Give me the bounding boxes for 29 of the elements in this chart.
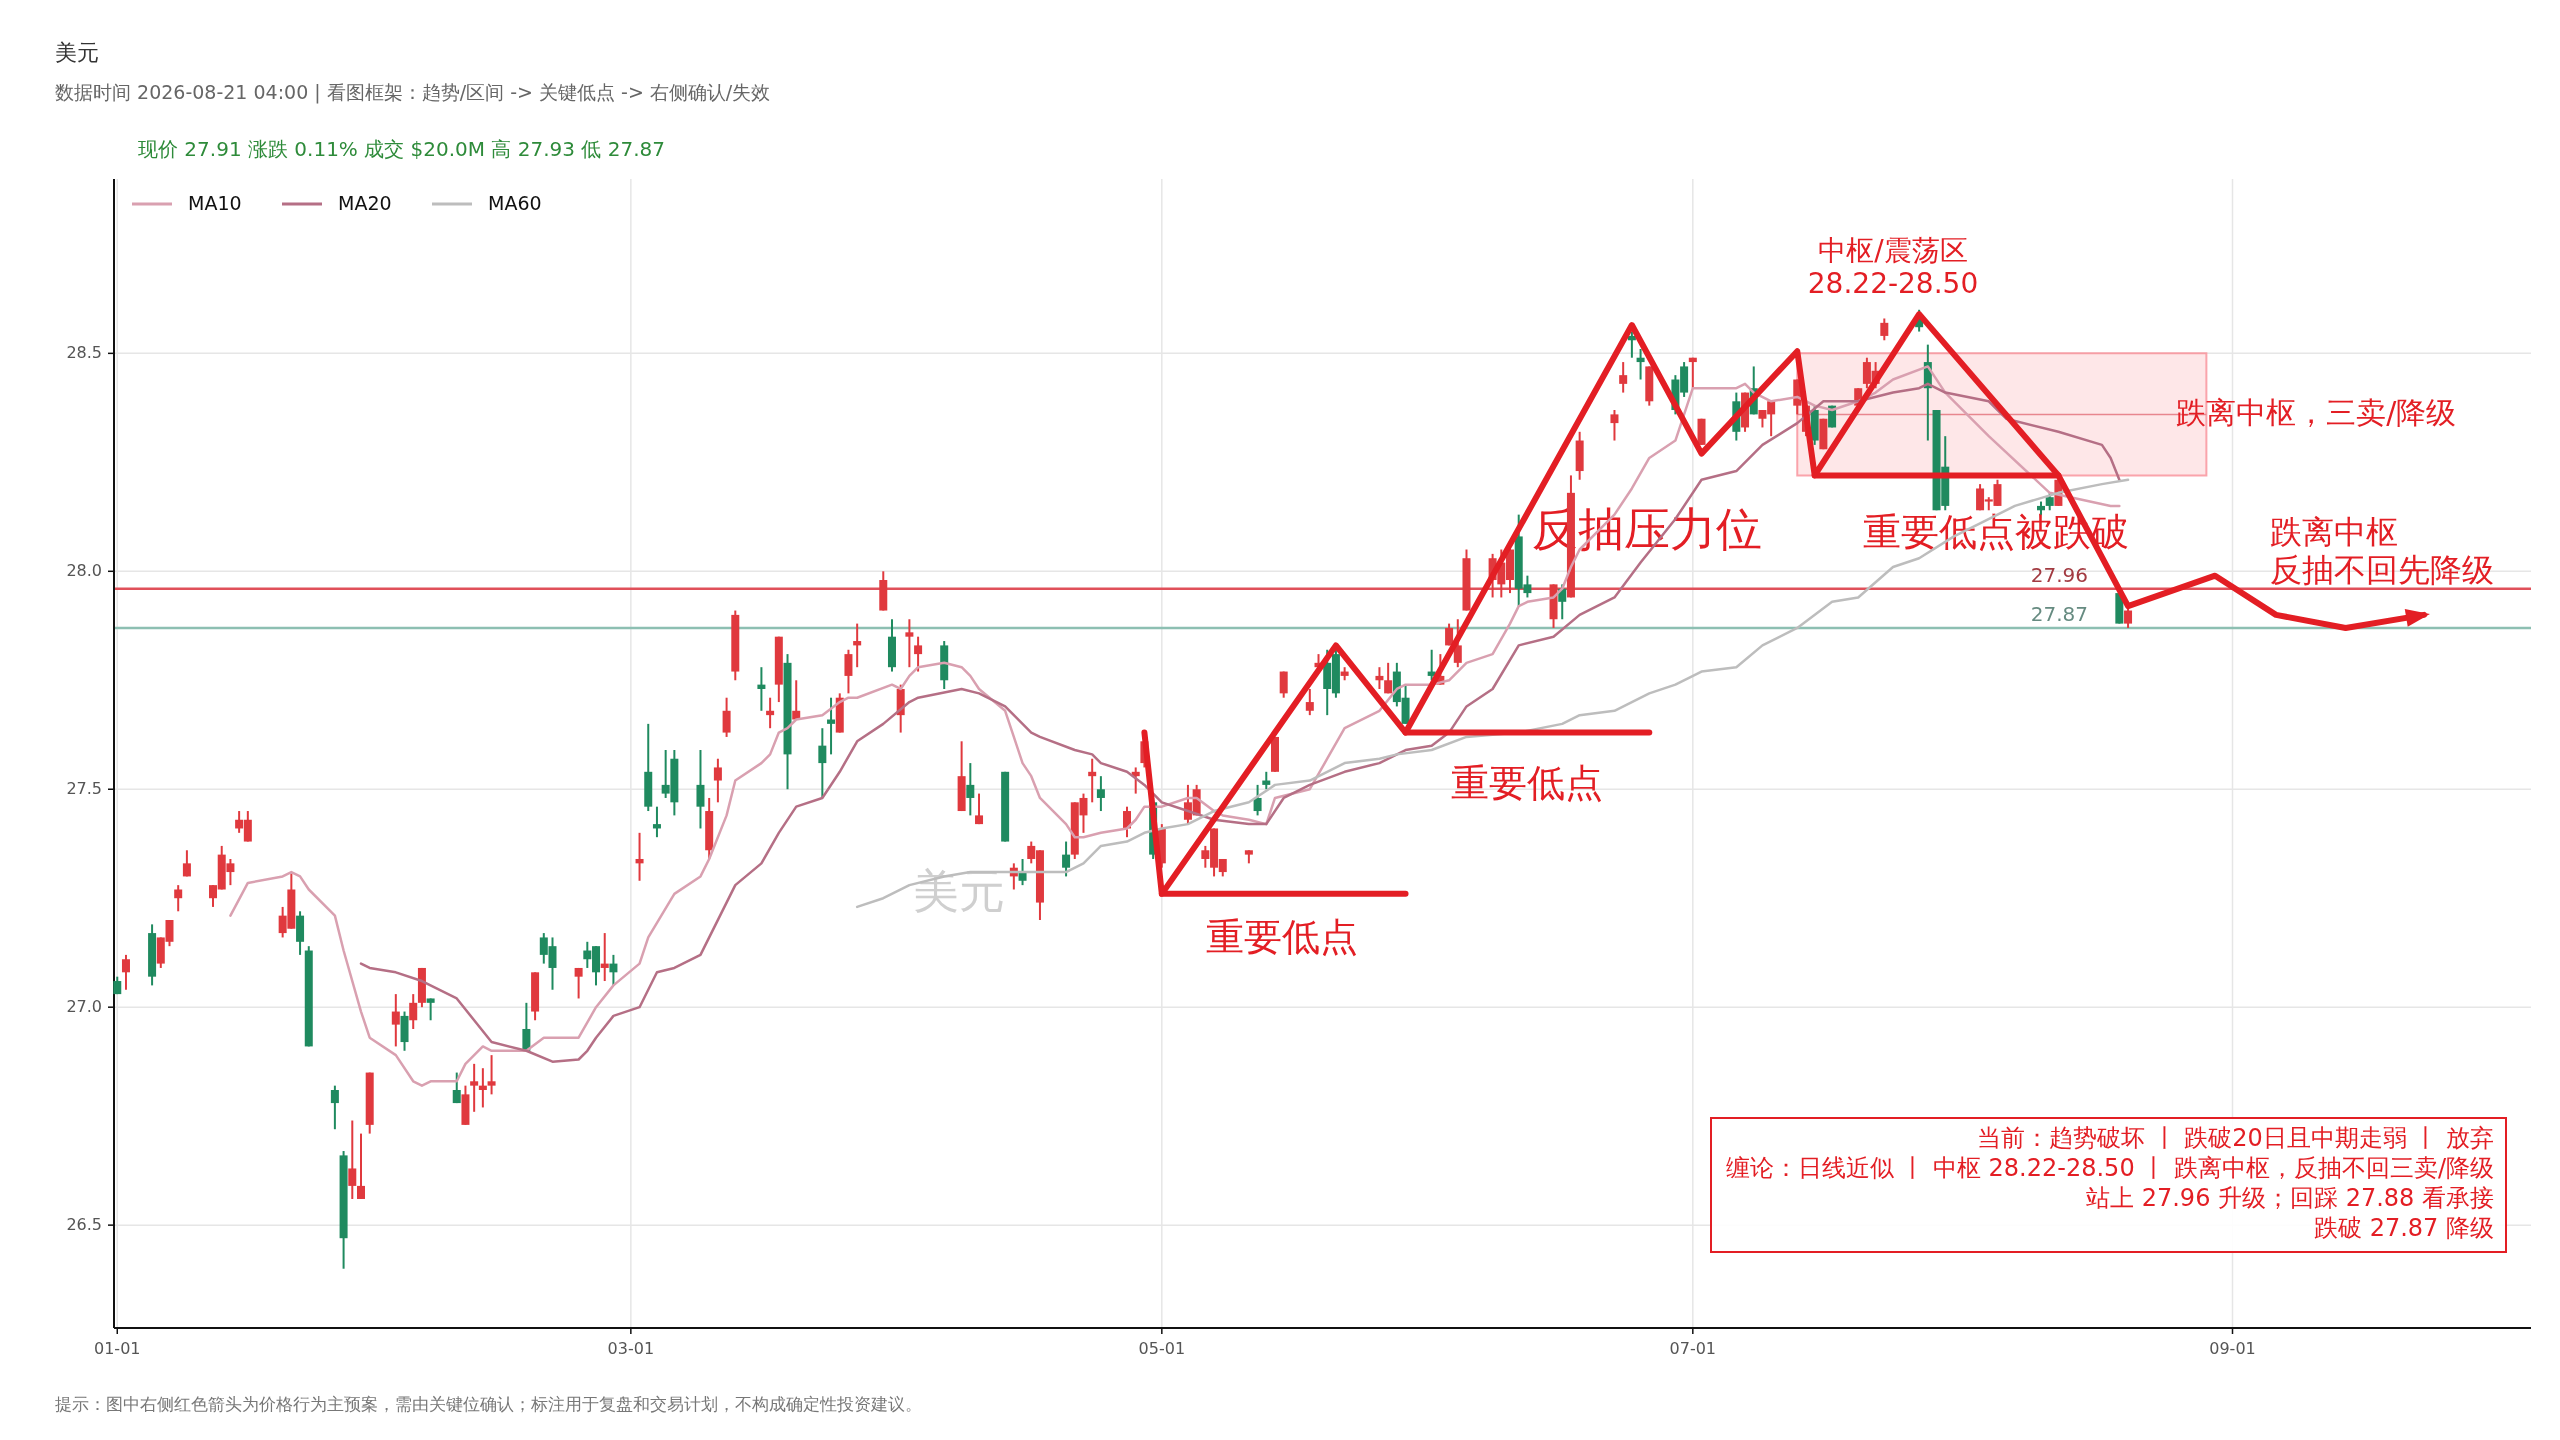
legend-label: MA10 [188,191,242,214]
y-tick-label: 27.5 [66,778,102,798]
legend-label: MA60 [488,191,542,214]
annotation: 中枢/震荡区 28.22-28.50 [1807,234,1979,300]
y-tick-label: 26.5 [66,1214,102,1234]
ref-line-label: 27.87 [2030,602,2089,627]
x-tick-label: 07-01 [1669,1339,1717,1358]
chart-subtitle: 数据时间 2026-08-21 04:00 | 看图框架：趋势/区间 -> 关键低点 -> 右侧确认/失效 [55,81,771,104]
text: 现价 27.91 涨跌 0.11% 成交 $20.0M 高 27.93 低 27.87 [138,137,666,161]
annotation: 重要低点 [1206,914,1358,959]
annotation: 重要低点 [1451,760,1603,805]
chart-title: 美元 [55,40,99,65]
x-tick-label: 09-01 [2209,1339,2256,1358]
x-tick-label: 01-01 [94,1339,141,1358]
annotation: 跌离中枢 [2270,513,2398,551]
x-tick-label: 05-01 [1138,1339,1186,1358]
annotation: 当前：趋势破坏 丨 跌破20日且中期走弱 丨 放弃 [1976,1124,2494,1152]
x-tick-label: 03-01 [607,1339,655,1358]
y-tick-label: 27.0 [66,996,102,1016]
annotation: 跌离中枢，三卖/降级 [2176,394,2457,430]
ref-line-label: 27.96 [2030,563,2089,588]
annotation: 缠论：日线近似 丨 中枢 28.22-28.50 丨 跌离中枢，反抽不回三卖/降级 [1725,1154,2494,1182]
annotation: 跌破 27.87 降级 [2314,1214,2494,1242]
y-tick-label: 28.0 [66,560,102,580]
text: 提示：图中右侧红色箭头为价格行为主预案，需由关键位确认；标注用于复盘和交易计划，不构成确定性投资建议。 [55,1394,922,1414]
annotation: 站上 27.96 升级；回踩 27.88 看承接 [2086,1184,2494,1212]
y-tick-label: 28.5 [66,342,102,362]
legend-label: MA20 [338,191,392,214]
annotation: 反抽不回先降级 [2270,551,2494,589]
